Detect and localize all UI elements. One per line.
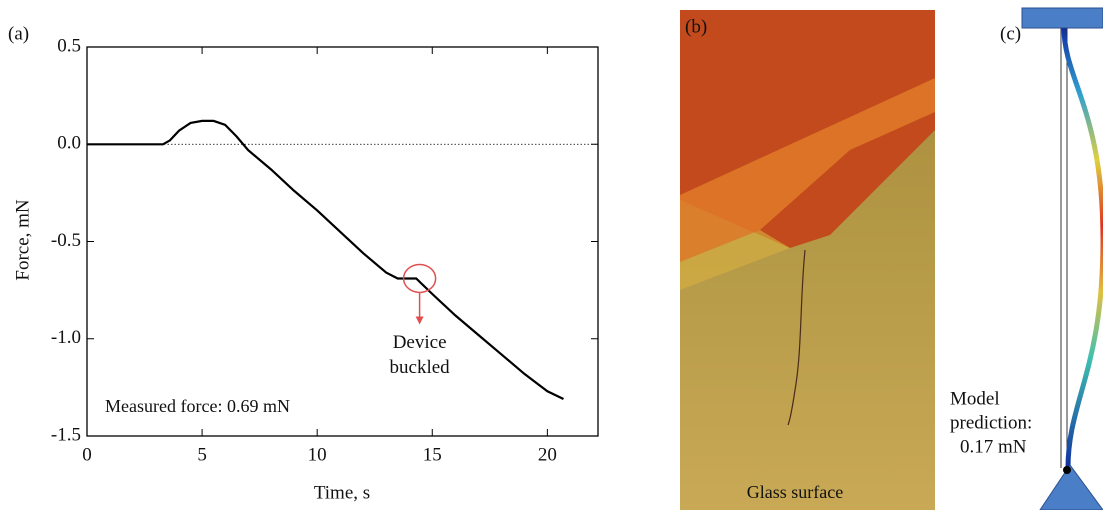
y-tick-label: -0.5 bbox=[51, 230, 81, 251]
panel-label: (c) bbox=[1000, 23, 1021, 44]
measured-note: Measured force: 0.69 mN bbox=[105, 396, 290, 416]
x-tick-label: 5 bbox=[197, 444, 207, 465]
photo-caption: Glass surface bbox=[747, 482, 843, 502]
x-axis-label: Time, s bbox=[314, 482, 370, 503]
y-tick-label: 0.0 bbox=[57, 133, 81, 154]
y-tick-label: -1.0 bbox=[51, 327, 81, 348]
plot: 0.5 0.0 -0.5 -1.0 -1.50 5 10 15 20 Device buckled M… bbox=[51, 35, 598, 465]
x-tick-label: 0 bbox=[82, 444, 92, 465]
panel-label: (a) bbox=[8, 23, 29, 44]
y-tick-label: 0.5 bbox=[57, 35, 81, 56]
photo: (b) Glass surface bbox=[680, 10, 935, 510]
data-line bbox=[87, 119, 564, 400]
buckle-note: buckled bbox=[390, 357, 451, 378]
model-annotation: Model bbox=[950, 388, 1000, 409]
y-axis-label: Force, mN bbox=[12, 199, 33, 281]
x-tick-label: 20 bbox=[538, 444, 557, 465]
x-tick-label: 15 bbox=[423, 444, 442, 465]
model-annotation: 0.17 mN bbox=[960, 436, 1027, 457]
panel-label: (b) bbox=[685, 16, 707, 37]
y-tick-label: -1.5 bbox=[51, 424, 81, 445]
x-tick-label: 10 bbox=[308, 444, 327, 465]
model-annotation: prediction: bbox=[950, 412, 1032, 433]
buckle-arrowhead bbox=[415, 316, 424, 325]
model: (c) Model prediction: 0.17 mN bbox=[950, 7, 1103, 510]
buckle-note: Device bbox=[393, 332, 447, 353]
plot-frame bbox=[86, 46, 599, 437]
